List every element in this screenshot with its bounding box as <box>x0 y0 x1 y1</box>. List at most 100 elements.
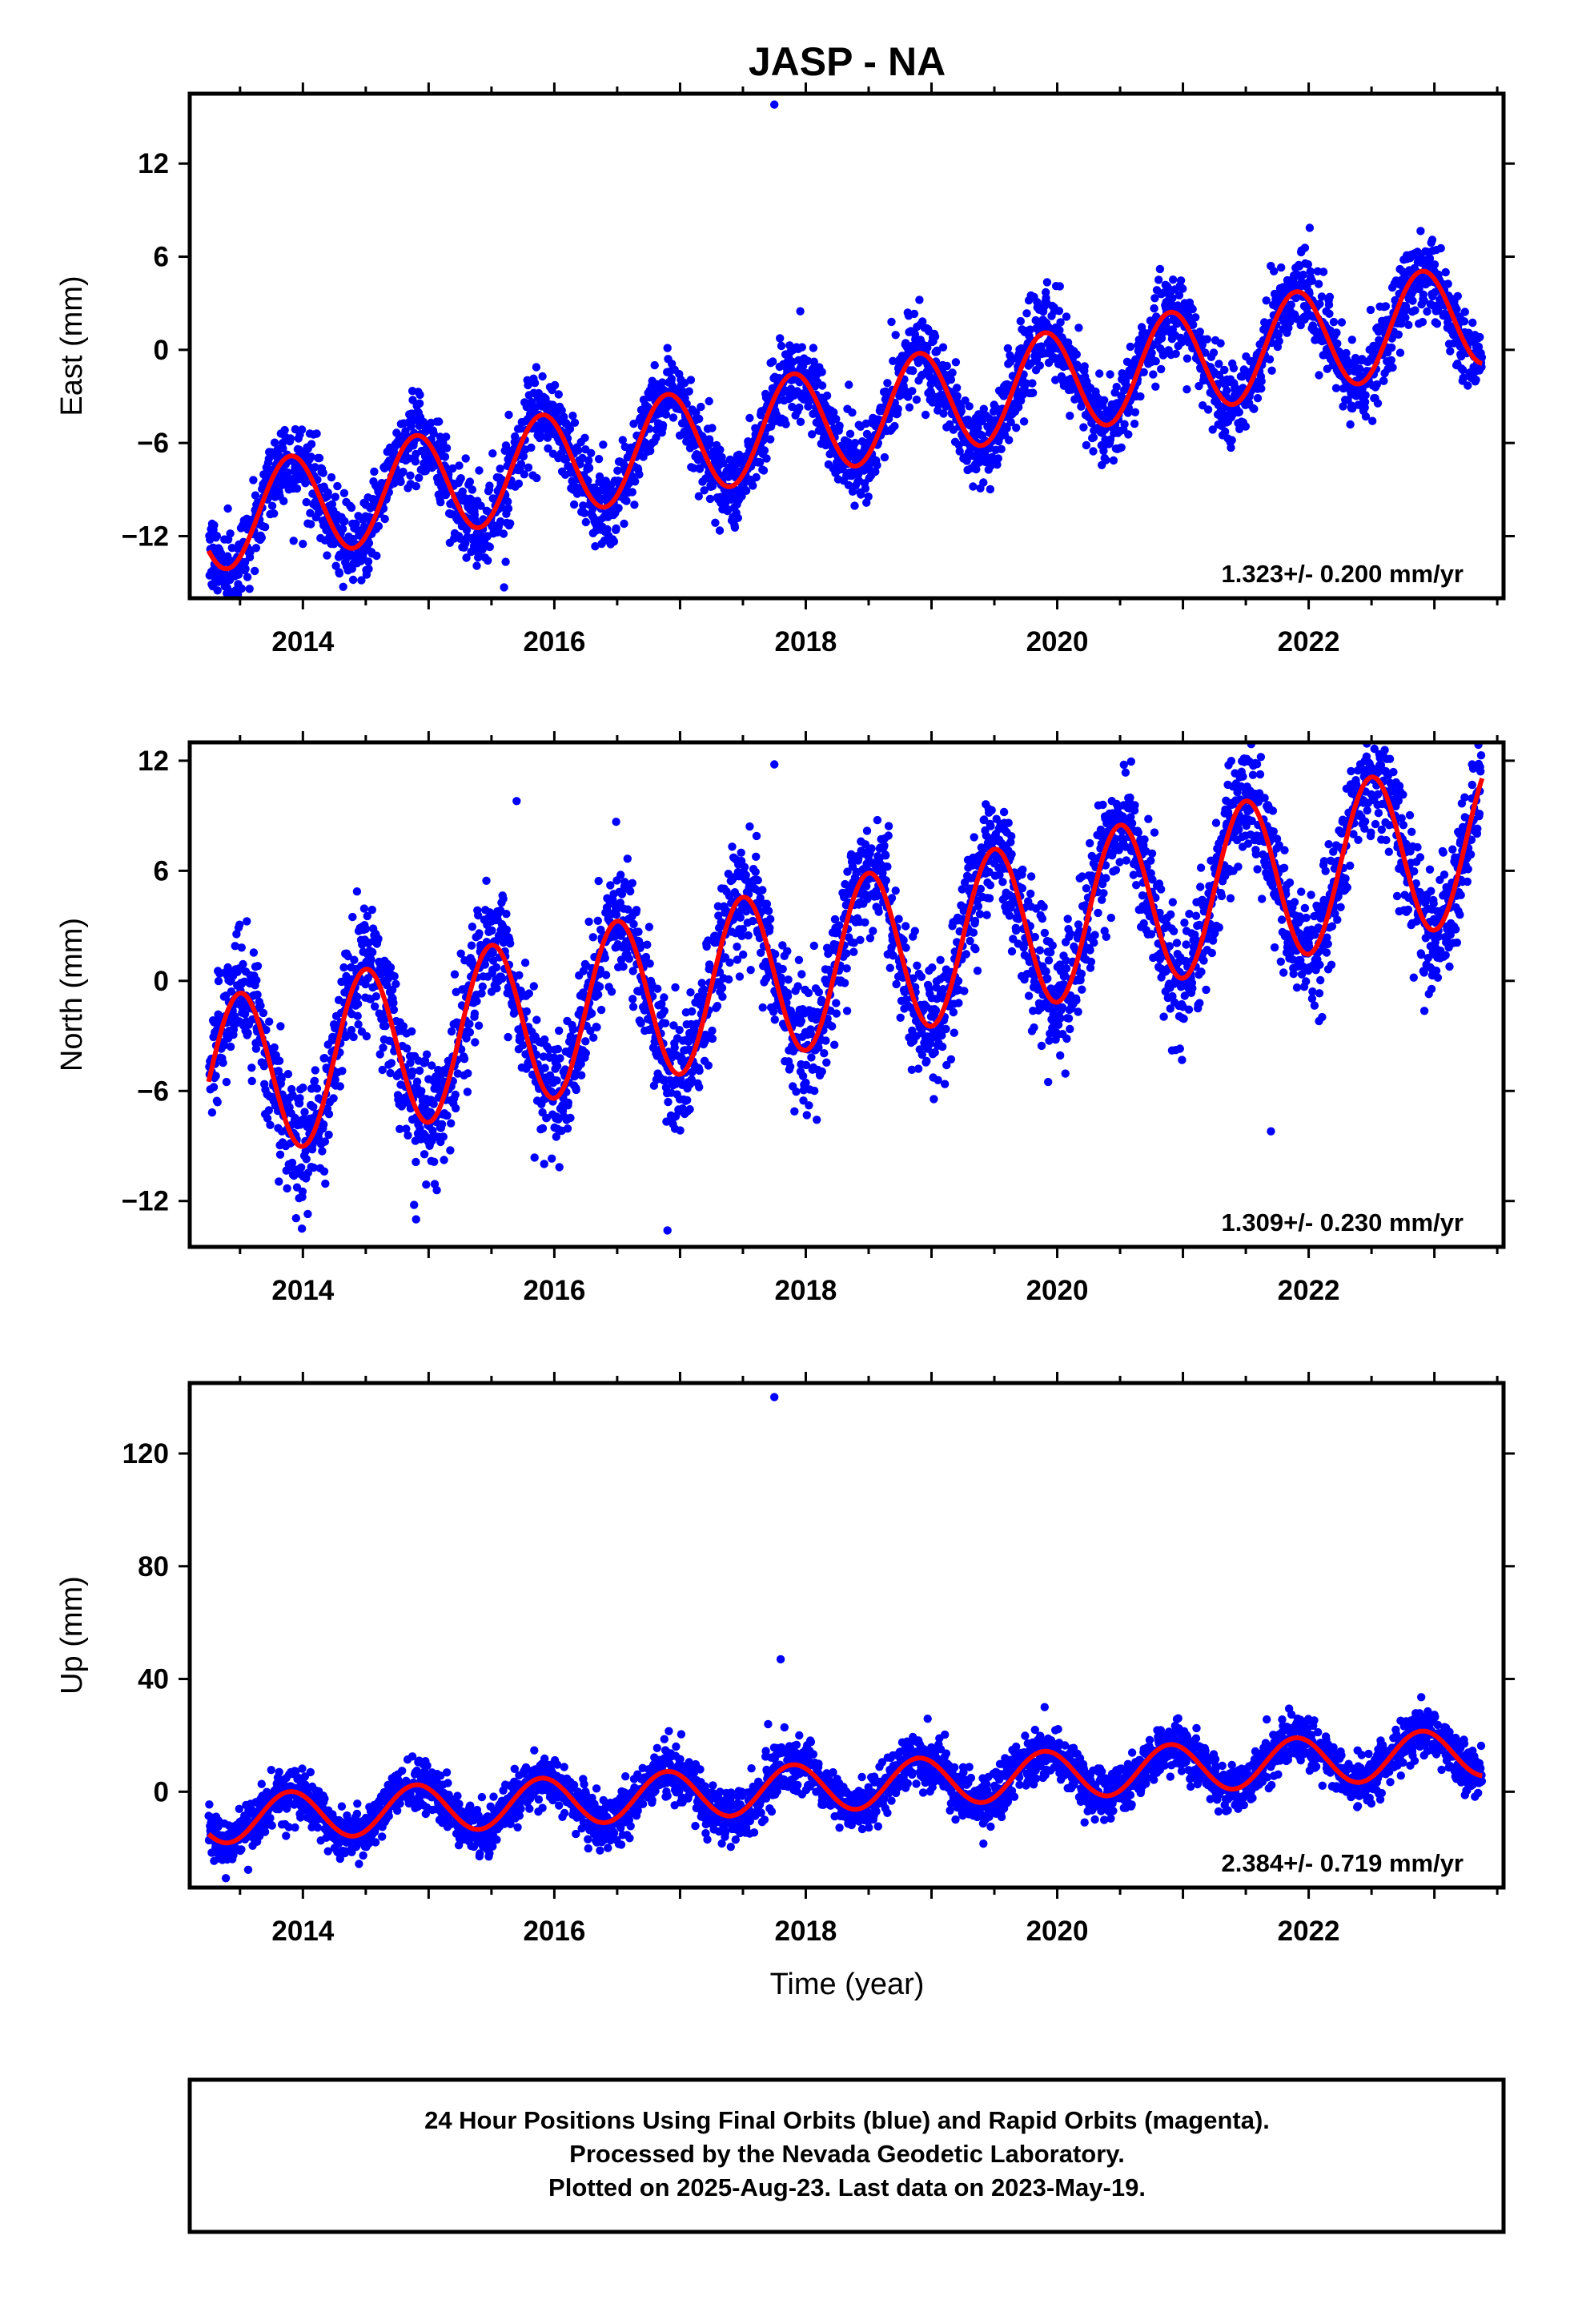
east-data-point <box>554 390 563 399</box>
east-data-point <box>1029 388 1038 397</box>
east-data-point <box>1169 275 1178 284</box>
east-data-point <box>760 446 769 455</box>
north-data-point <box>595 982 604 991</box>
north-data-point <box>343 951 352 961</box>
north-data-point <box>380 1015 389 1023</box>
east-data-point <box>527 443 536 452</box>
east-data-point <box>1472 376 1480 384</box>
east-data-point <box>1317 292 1327 301</box>
east-data-point <box>241 565 250 573</box>
north-data-point <box>704 1061 713 1070</box>
north-data-point <box>628 1003 638 1011</box>
east-data-point <box>848 408 857 417</box>
east-data-point <box>1373 399 1383 408</box>
east-data-point <box>496 517 505 526</box>
east-plot-frame <box>187 91 1506 601</box>
east-data-point <box>1477 353 1487 362</box>
east-data-point <box>504 504 513 513</box>
east-data-point <box>1037 342 1046 351</box>
north-data-point <box>566 1113 575 1123</box>
east-data-point <box>1476 332 1484 342</box>
north-data-point <box>417 1087 426 1096</box>
east-data-point <box>333 481 342 491</box>
east-data-point <box>1051 376 1060 384</box>
east-data-point <box>270 438 279 447</box>
east-data-point <box>777 341 786 351</box>
north-data-point <box>297 1163 306 1172</box>
north-data-point <box>276 1022 285 1031</box>
east-data-point <box>893 404 902 413</box>
east-data-point <box>1434 306 1443 315</box>
east-data-point <box>850 501 859 510</box>
east-data-point <box>237 584 246 593</box>
north-data-point <box>329 1094 338 1103</box>
north-data-point <box>353 1011 362 1020</box>
east-data-point <box>1342 355 1351 364</box>
north-data-point <box>320 1137 330 1146</box>
north-data-point <box>601 971 611 979</box>
east-data-point <box>264 454 273 464</box>
east-data-point <box>663 344 672 352</box>
east-data-point <box>921 410 930 420</box>
east-data-point <box>614 504 623 513</box>
north-data-point <box>247 1076 256 1086</box>
east-data-point <box>440 452 450 461</box>
east-data-point <box>1157 334 1166 343</box>
east-data-point <box>1329 317 1339 327</box>
north-data-point <box>219 1058 227 1068</box>
east-data-point <box>1220 365 1229 375</box>
east-data-point <box>1262 296 1271 305</box>
east-data-point <box>270 509 279 518</box>
east-data-point <box>1315 371 1323 380</box>
east-data-point <box>730 523 740 532</box>
east-data-point <box>630 501 639 509</box>
east-data-point <box>374 521 383 531</box>
chart-title: JASP - NA <box>749 39 946 84</box>
north-data-point <box>502 925 512 935</box>
north-data-point <box>452 1104 460 1113</box>
east-data-point <box>939 409 948 418</box>
east-data-point <box>1006 418 1015 427</box>
east-data-point <box>1203 405 1213 414</box>
north-data-point <box>412 1157 420 1167</box>
east-data-point <box>1155 264 1165 274</box>
east-data-point <box>1408 296 1417 305</box>
north-data-point <box>529 982 538 991</box>
east-data-point <box>370 467 379 476</box>
east-data-point <box>331 493 339 501</box>
north-data-point <box>277 1074 286 1084</box>
north-data-point <box>634 927 643 936</box>
east-data-point <box>1089 433 1098 442</box>
east-data-point <box>568 412 577 420</box>
east-data-point <box>1042 278 1052 287</box>
east-data-point <box>458 487 467 496</box>
east-data-point <box>1178 284 1187 293</box>
north-data-point <box>396 1124 404 1134</box>
east-data-point <box>1102 456 1110 464</box>
north-data-point <box>412 1077 422 1086</box>
east-data-point <box>435 417 444 426</box>
north-data-point <box>522 1007 531 1016</box>
east-data-point <box>580 509 589 517</box>
north-data-point <box>572 1085 580 1095</box>
north-data-point <box>504 1032 512 1042</box>
east-data-point <box>1182 354 1192 363</box>
east-data-point <box>781 420 790 428</box>
north-data-point <box>482 876 491 886</box>
east-data-point <box>809 344 818 352</box>
east-data-point <box>415 399 424 408</box>
east-data-point <box>461 539 470 548</box>
north-data-point <box>677 1054 686 1063</box>
north-data-point <box>211 1072 220 1080</box>
east-data-point <box>705 494 715 504</box>
east-data-point <box>1106 370 1114 379</box>
north-data-point <box>399 1022 408 1031</box>
north-data-point <box>367 955 375 964</box>
north-data-point <box>389 999 398 1007</box>
east-data-point <box>745 413 754 423</box>
east-data-point <box>953 384 962 392</box>
east-data-point <box>1404 320 1413 329</box>
east-data-point <box>1395 348 1405 357</box>
east-data-point <box>796 417 805 426</box>
east-data-point <box>584 464 594 472</box>
